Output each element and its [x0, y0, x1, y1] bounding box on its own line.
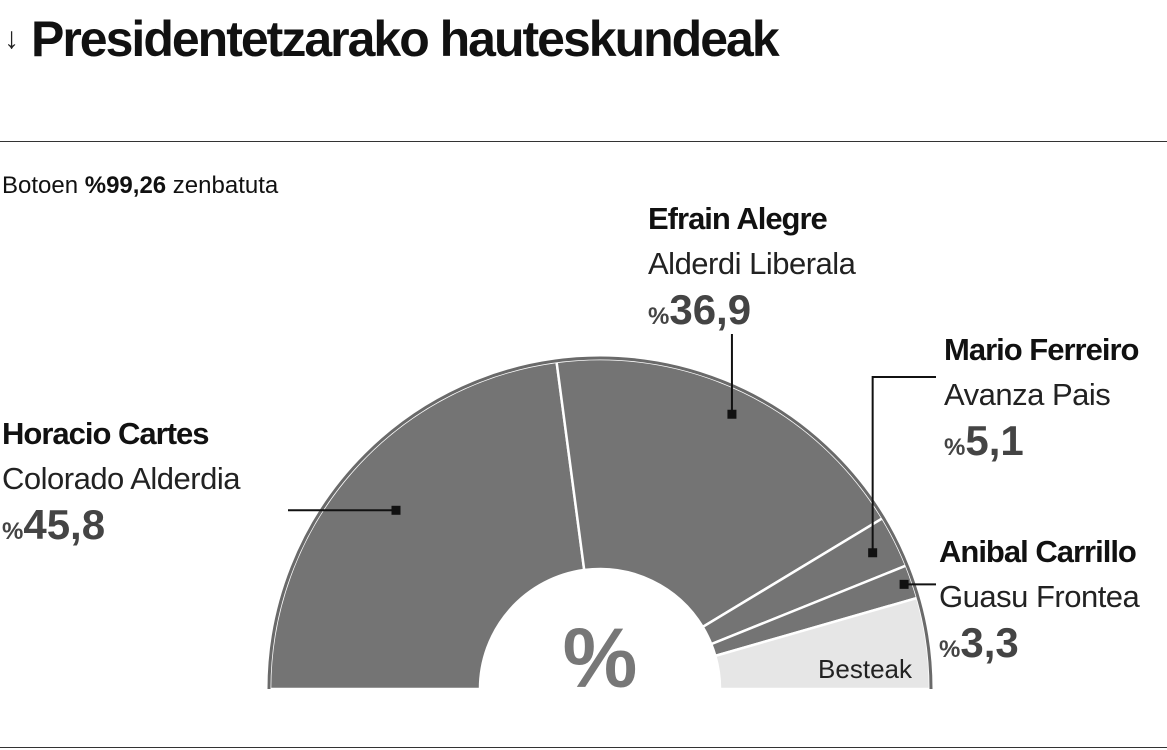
- leader-marker-efrain-alegre: [727, 409, 737, 419]
- percent-symbol: %: [939, 636, 961, 663]
- percentage-value: %45,8: [2, 504, 240, 546]
- percentage-number: 45,8: [23, 501, 106, 548]
- percentage-value: %36,9: [648, 289, 855, 331]
- slice-label-besteak: Besteak: [818, 654, 913, 684]
- candidate-name: Efrain Alegre: [648, 201, 828, 236]
- leader-marker-horacio-cartes: [391, 505, 401, 515]
- subtitle-suffix: zenbatuta: [166, 172, 279, 199]
- divider-top: [0, 141, 1167, 142]
- label-horacio-cartes: Horacio Cartes Colorado Alderdia %45,8: [2, 418, 240, 546]
- percent-symbol: %: [648, 303, 670, 330]
- votes-counted-note: Botoen %99,26 zenbatuta: [2, 172, 278, 200]
- label-efrain-alegre: Efrain Alegre Alderdi Liberala %36,9: [648, 201, 856, 331]
- chart-outer-rim: [267, 356, 933, 690]
- arrow-down-icon: ↓: [4, 22, 19, 55]
- percentage-number: 36,9: [669, 286, 752, 333]
- candidate-name: Anibal Carrillo: [939, 534, 1137, 569]
- leader-marker-mario-ferreiro: [868, 548, 878, 558]
- percentage-number: 5,1: [965, 417, 1024, 464]
- slice-horacio-cartes: [268, 360, 586, 691]
- header: ↓ Presidentetzarako hauteskundeak: [4, 11, 780, 67]
- leader-line-mario-ferreiro: [871, 376, 936, 553]
- page-title: Presidentetzarako hauteskundeak: [31, 11, 780, 67]
- percent-symbol: %: [944, 434, 966, 461]
- party-name: Colorado Alderdia: [2, 461, 240, 496]
- candidate-name: Horacio Cartes: [2, 416, 210, 451]
- leader-marker-anibal-carrillo: [899, 579, 909, 589]
- candidate-name: Mario Ferreiro: [944, 332, 1139, 367]
- percentage-number: 3,3: [960, 619, 1019, 666]
- percent-symbol: %: [2, 518, 24, 545]
- subtitle-value: %99,26: [84, 172, 167, 199]
- label-mario-ferreiro: Mario Ferreiro Avanza Pais %5,1: [944, 332, 1139, 462]
- subtitle-prefix: Botoen: [2, 172, 85, 199]
- percentage-value: %5,1: [944, 420, 1138, 462]
- divider-bottom: [0, 747, 1167, 748]
- party-name: Alderdi Liberala: [648, 246, 856, 281]
- percentage-value: %3,3: [939, 622, 1139, 664]
- center-percent-label: %: [563, 611, 638, 705]
- label-anibal-carrillo: Anibal Carrillo Guasu Frontea %3,3: [939, 534, 1140, 664]
- party-name: Guasu Frontea: [939, 579, 1140, 614]
- party-name: Avanza Pais: [944, 377, 1111, 412]
